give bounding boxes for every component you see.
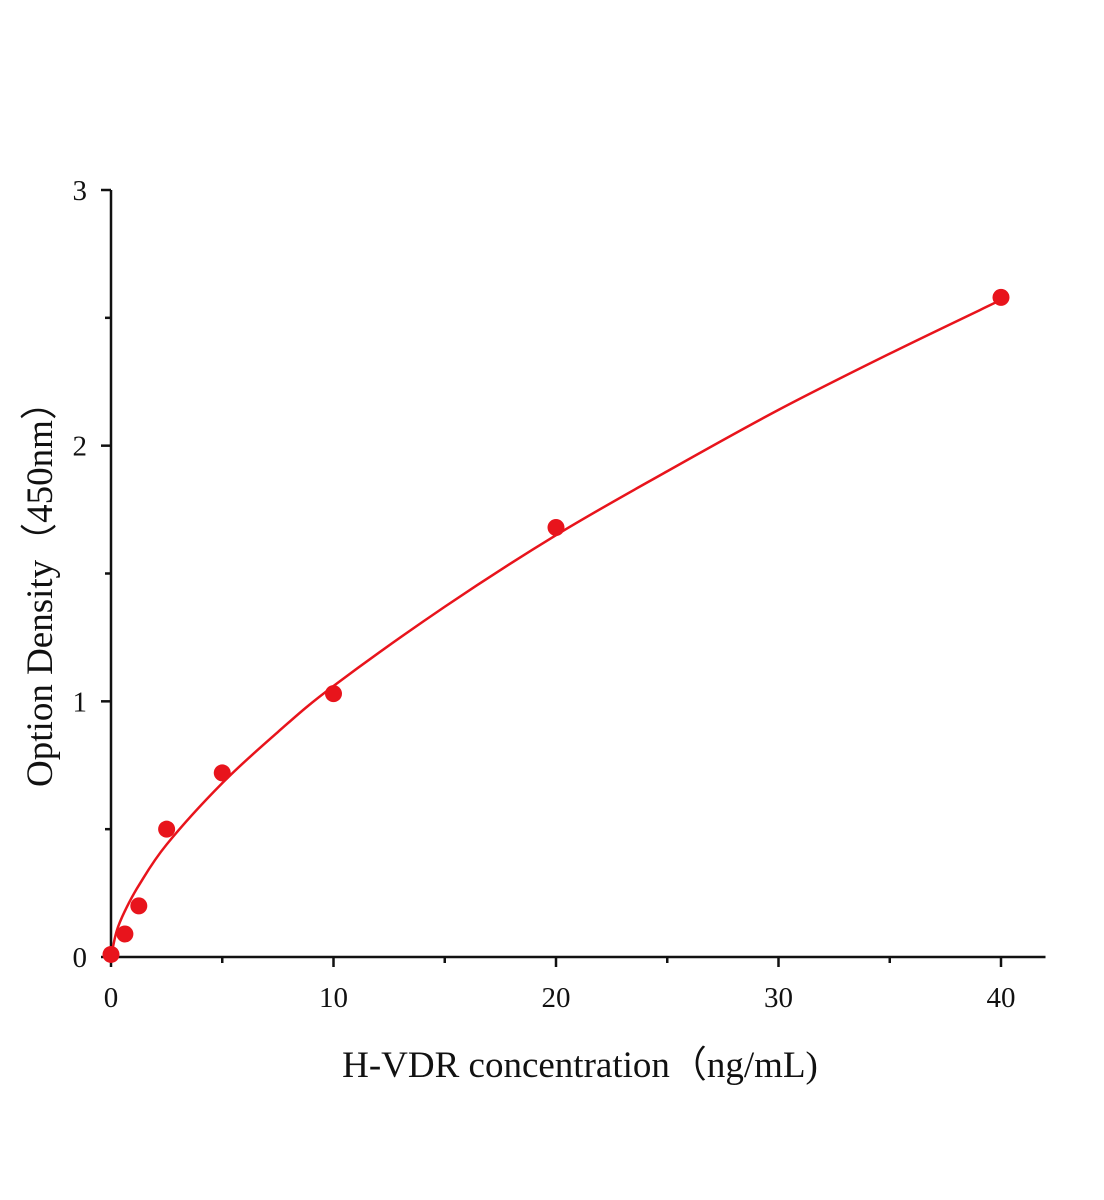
x-tick-label: 30 (764, 982, 793, 1014)
data-point (992, 288, 1010, 306)
data-points (102, 288, 1010, 963)
y-tick-label: 0 (73, 942, 88, 974)
fit-curve (109, 298, 1002, 958)
y-tick-label: 2 (73, 431, 88, 463)
data-point (158, 820, 176, 838)
x-tick-label: 0 (104, 982, 119, 1014)
x-tick-label: 10 (319, 982, 348, 1014)
x-tick-label: 20 (542, 982, 571, 1014)
axes (109, 190, 1046, 959)
data-point (130, 897, 148, 915)
y-axis-title: Option Density（450nm） (20, 383, 61, 787)
data-point (325, 685, 342, 703)
ticks: 0 10 20 30 40 0 1 2 3 (73, 175, 1016, 1014)
x-axis-title: H-VDR concentration（ng/mL) (342, 1045, 818, 1086)
data-point (547, 518, 565, 536)
x-tick-label: 40 (987, 982, 1016, 1014)
data-point (102, 945, 120, 963)
data-point (116, 925, 134, 943)
data-point (213, 764, 231, 782)
y-tick-label: 1 (73, 686, 88, 718)
y-tick-label: 3 (73, 175, 88, 207)
